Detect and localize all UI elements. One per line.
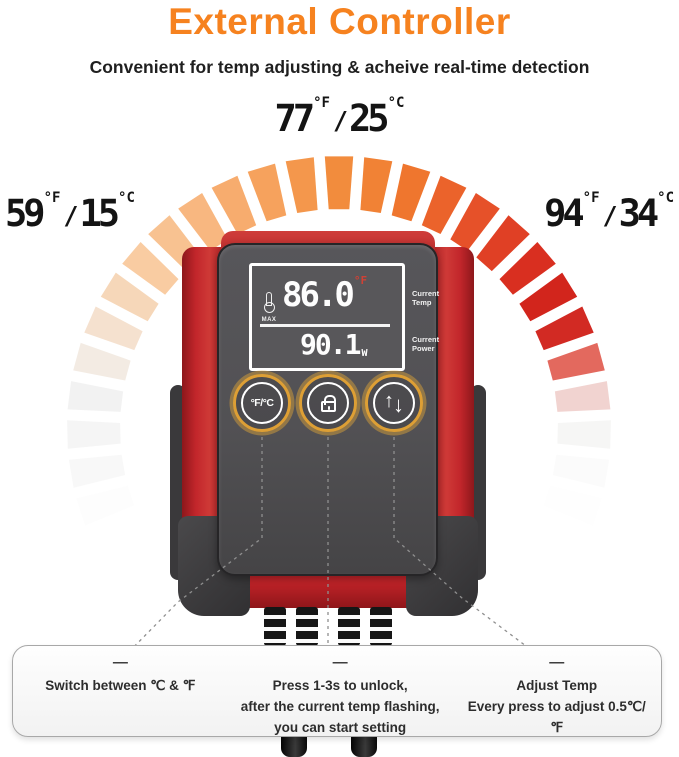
- scale-left-c-unit: °C: [118, 190, 135, 206]
- callout-line: Adjust Temp: [516, 678, 598, 693]
- screen-divider: [260, 324, 390, 327]
- current-temp-reading: 86.0 °F: [282, 274, 367, 316]
- power-unit: W: [361, 348, 368, 359]
- scale-label-left: 59 °F/15 °C: [5, 190, 135, 235]
- scale-right-f-unit: °F: [582, 190, 600, 206]
- lock-button: [299, 374, 357, 432]
- scale-right-c-unit: °C: [657, 190, 674, 206]
- dash-icon: —: [549, 654, 565, 671]
- scale-left-c: 15: [79, 192, 120, 235]
- scale-top-c-unit: °C: [387, 95, 405, 111]
- temp-value: 86.0: [282, 275, 355, 315]
- dash-icon: —: [112, 654, 128, 671]
- scale-left-f: 59: [5, 192, 46, 235]
- temp-unit: °F: [353, 274, 368, 287]
- cable-connector-left: [264, 607, 318, 646]
- scale-right-c: 34: [618, 192, 660, 235]
- unit-toggle-button: °F/°C: [233, 374, 291, 432]
- scale-right-slash: /: [602, 201, 618, 230]
- scale-label-right: 94 °F/34 °C: [544, 190, 674, 235]
- current-power-reading: 90.1 W: [300, 328, 367, 361]
- cable-connector-right: [338, 607, 392, 646]
- scale-label-top: 77 °F/25 °C: [275, 95, 405, 140]
- unit-toggle-label: °F/°C: [250, 397, 274, 409]
- callout-adjust-temp: — Adjust Temp Every press to adjust 0.5℃…: [463, 655, 651, 736]
- adjust-temp-button: ↑ ↓: [365, 374, 423, 432]
- page-subtitle: Convenient for temp adjusting & acheive …: [89, 57, 590, 77]
- down-arrow-icon: ↓: [393, 392, 404, 417]
- callout-line: after the current temp flashing,: [240, 698, 440, 714]
- thermometer-icon: [264, 292, 275, 313]
- label-current-temp: Current Temp: [412, 289, 440, 308]
- callout-box: — Switch between ℃ & ℉ — Press 1-3s to u…: [12, 645, 662, 737]
- scale-right-f: 94: [544, 192, 585, 235]
- lcd-screen: MAX 86.0 °F 90.1 W: [249, 263, 405, 371]
- scale-top-f-unit: °F: [313, 95, 330, 111]
- callout-line: Switch between ℃ & ℉: [45, 678, 196, 693]
- scale-left-slash: /: [63, 201, 79, 230]
- label-current-power: Current Power: [412, 335, 440, 354]
- page-title: External Controller: [168, 1, 511, 42]
- max-label: MAX: [261, 317, 277, 323]
- scale-top-slash: /: [332, 106, 349, 135]
- callout-line: you can start setting: [274, 719, 407, 735]
- thermometer-max-indicator: MAX: [260, 292, 278, 323]
- power-value: 90.1: [300, 328, 361, 361]
- scale-top-c: 25: [349, 97, 390, 140]
- callout-unlock: — Press 1-3s to unlock, after the curren…: [218, 655, 463, 736]
- callout-line: Every press to adjust 0.5℃/℉: [467, 698, 646, 735]
- scale-top-f: 77: [274, 97, 316, 140]
- scale-left-f-unit: °F: [43, 190, 61, 206]
- up-arrow-icon: ↑: [384, 389, 394, 412]
- dash-icon: —: [332, 654, 348, 671]
- callout-switch-unit: — Switch between ℃ & ℉: [23, 655, 218, 736]
- callout-line: Press 1-3s to unlock,: [272, 678, 408, 693]
- lock-icon: [320, 395, 336, 412]
